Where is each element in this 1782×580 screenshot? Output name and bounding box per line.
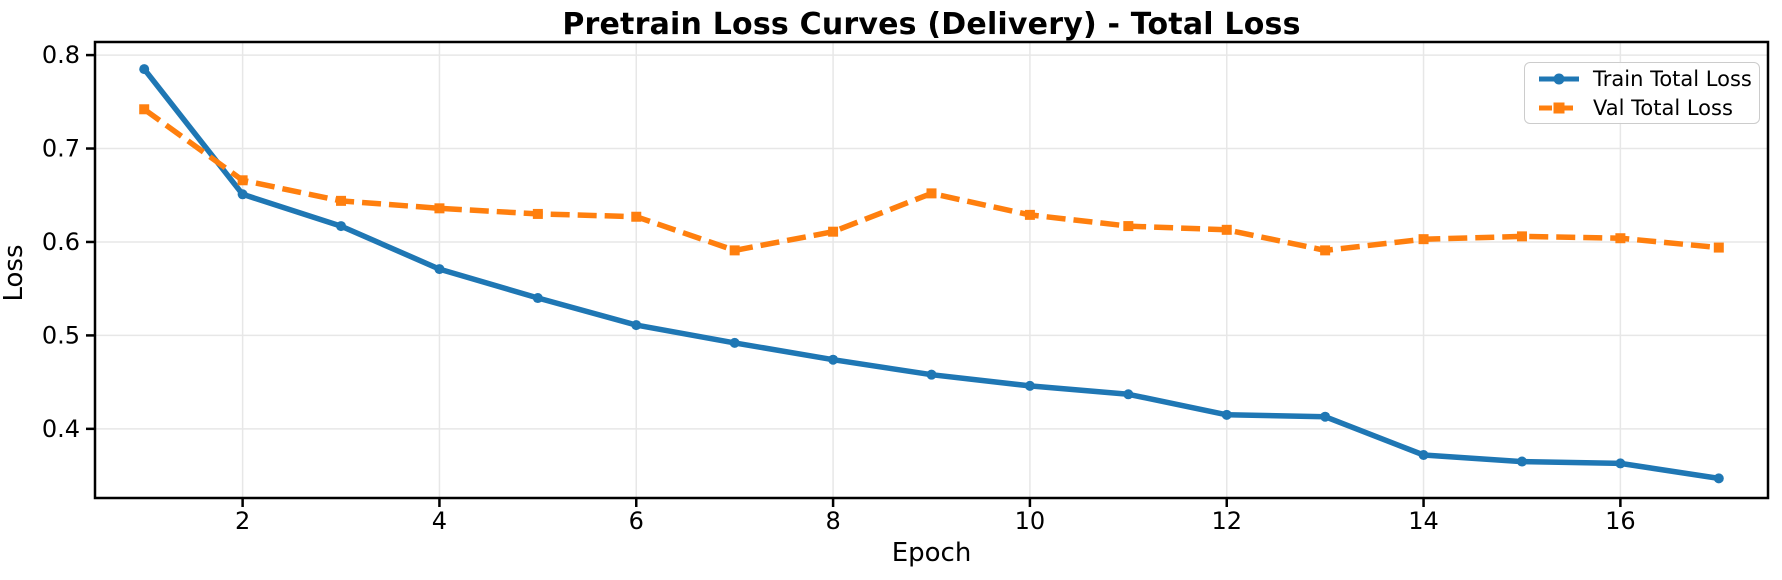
train-total-loss-marker — [1123, 389, 1134, 400]
val-total-loss-marker — [1516, 231, 1527, 242]
val-total-loss-marker — [336, 195, 347, 206]
legend-label-train: Train Total Loss — [1593, 66, 1752, 91]
train-total-loss-marker — [1221, 409, 1232, 420]
train-total-loss-line — [142, 67, 1720, 482]
val-total-loss-marker — [237, 175, 248, 186]
val-total-loss-marker — [434, 203, 445, 214]
val-total-loss-marker — [1221, 224, 1232, 235]
train-total-loss-marker — [1615, 458, 1626, 469]
y-tick-label: 0.5 — [42, 321, 80, 349]
val-total-loss-marker — [828, 226, 839, 237]
legend-label-val: Val Total Loss — [1593, 95, 1733, 120]
train-total-loss-marker — [1418, 450, 1429, 461]
chart-title: Pretrain Loss Curves (Delivery) - Total … — [562, 7, 1301, 42]
y-tick-label: 0.7 — [42, 135, 80, 163]
val-series-swatch-icon — [1539, 102, 1579, 113]
x-tick-label: 2 — [235, 507, 250, 535]
train-total-loss-marker — [1024, 380, 1035, 391]
train-total-loss-marker — [139, 64, 150, 75]
val-total-loss-marker — [631, 211, 642, 222]
y-axis-label: Loss — [0, 244, 29, 302]
val-total-loss-marker — [1418, 234, 1429, 245]
val-total-loss-marker — [1123, 221, 1134, 232]
train-total-loss-marker — [1320, 411, 1331, 422]
val-total-loss-marker — [926, 188, 937, 199]
x-tick-label: 8 — [825, 507, 840, 535]
train-total-loss-marker — [1713, 473, 1724, 484]
train-total-loss-marker — [434, 264, 445, 275]
val-total-loss-marker — [1713, 242, 1724, 253]
x-tick-label: 12 — [1211, 507, 1242, 535]
train-total-loss-marker — [237, 189, 248, 200]
train-total-loss-marker — [828, 354, 839, 365]
y-tick-label: 0.6 — [42, 228, 80, 256]
val-total-loss-marker — [1615, 233, 1626, 244]
train-total-loss-marker — [729, 337, 740, 348]
y-tick-label: 0.4 — [42, 415, 80, 443]
val-total-loss-marker — [532, 208, 543, 219]
train-total-loss-marker — [631, 320, 642, 331]
x-tick-label: 4 — [432, 507, 447, 535]
plot-border — [93, 40, 1770, 500]
train-total-loss-marker — [1516, 456, 1527, 467]
val-total-loss-swatch-marker — [1553, 102, 1565, 113]
x-tick-label: 16 — [1605, 507, 1636, 535]
x-tick-label: 10 — [1015, 507, 1046, 535]
legend-item-val: Val Total Loss — [1525, 95, 1759, 121]
legend-item-train: Train Total Loss — [1525, 66, 1759, 92]
val-total-loss-line — [142, 107, 1720, 254]
x-tick-label: 14 — [1408, 507, 1439, 535]
val-total-loss-marker — [1320, 245, 1331, 256]
train-series-swatch-icon — [1539, 73, 1579, 84]
legend: Train Total Loss Val Total Loss — [1524, 62, 1760, 124]
x-tick-label: 6 — [629, 507, 644, 535]
x-axis-label: Epoch — [891, 538, 972, 568]
val-total-loss-marker — [139, 104, 150, 115]
train-total-loss-swatch-marker — [1553, 73, 1565, 84]
val-total-loss-marker — [1024, 209, 1035, 220]
train-total-loss-marker — [532, 293, 543, 304]
train-total-loss-marker — [336, 221, 347, 232]
y-tick-label: 0.8 — [42, 41, 80, 69]
val-total-loss-marker — [729, 245, 740, 256]
train-total-loss-marker — [926, 369, 937, 380]
